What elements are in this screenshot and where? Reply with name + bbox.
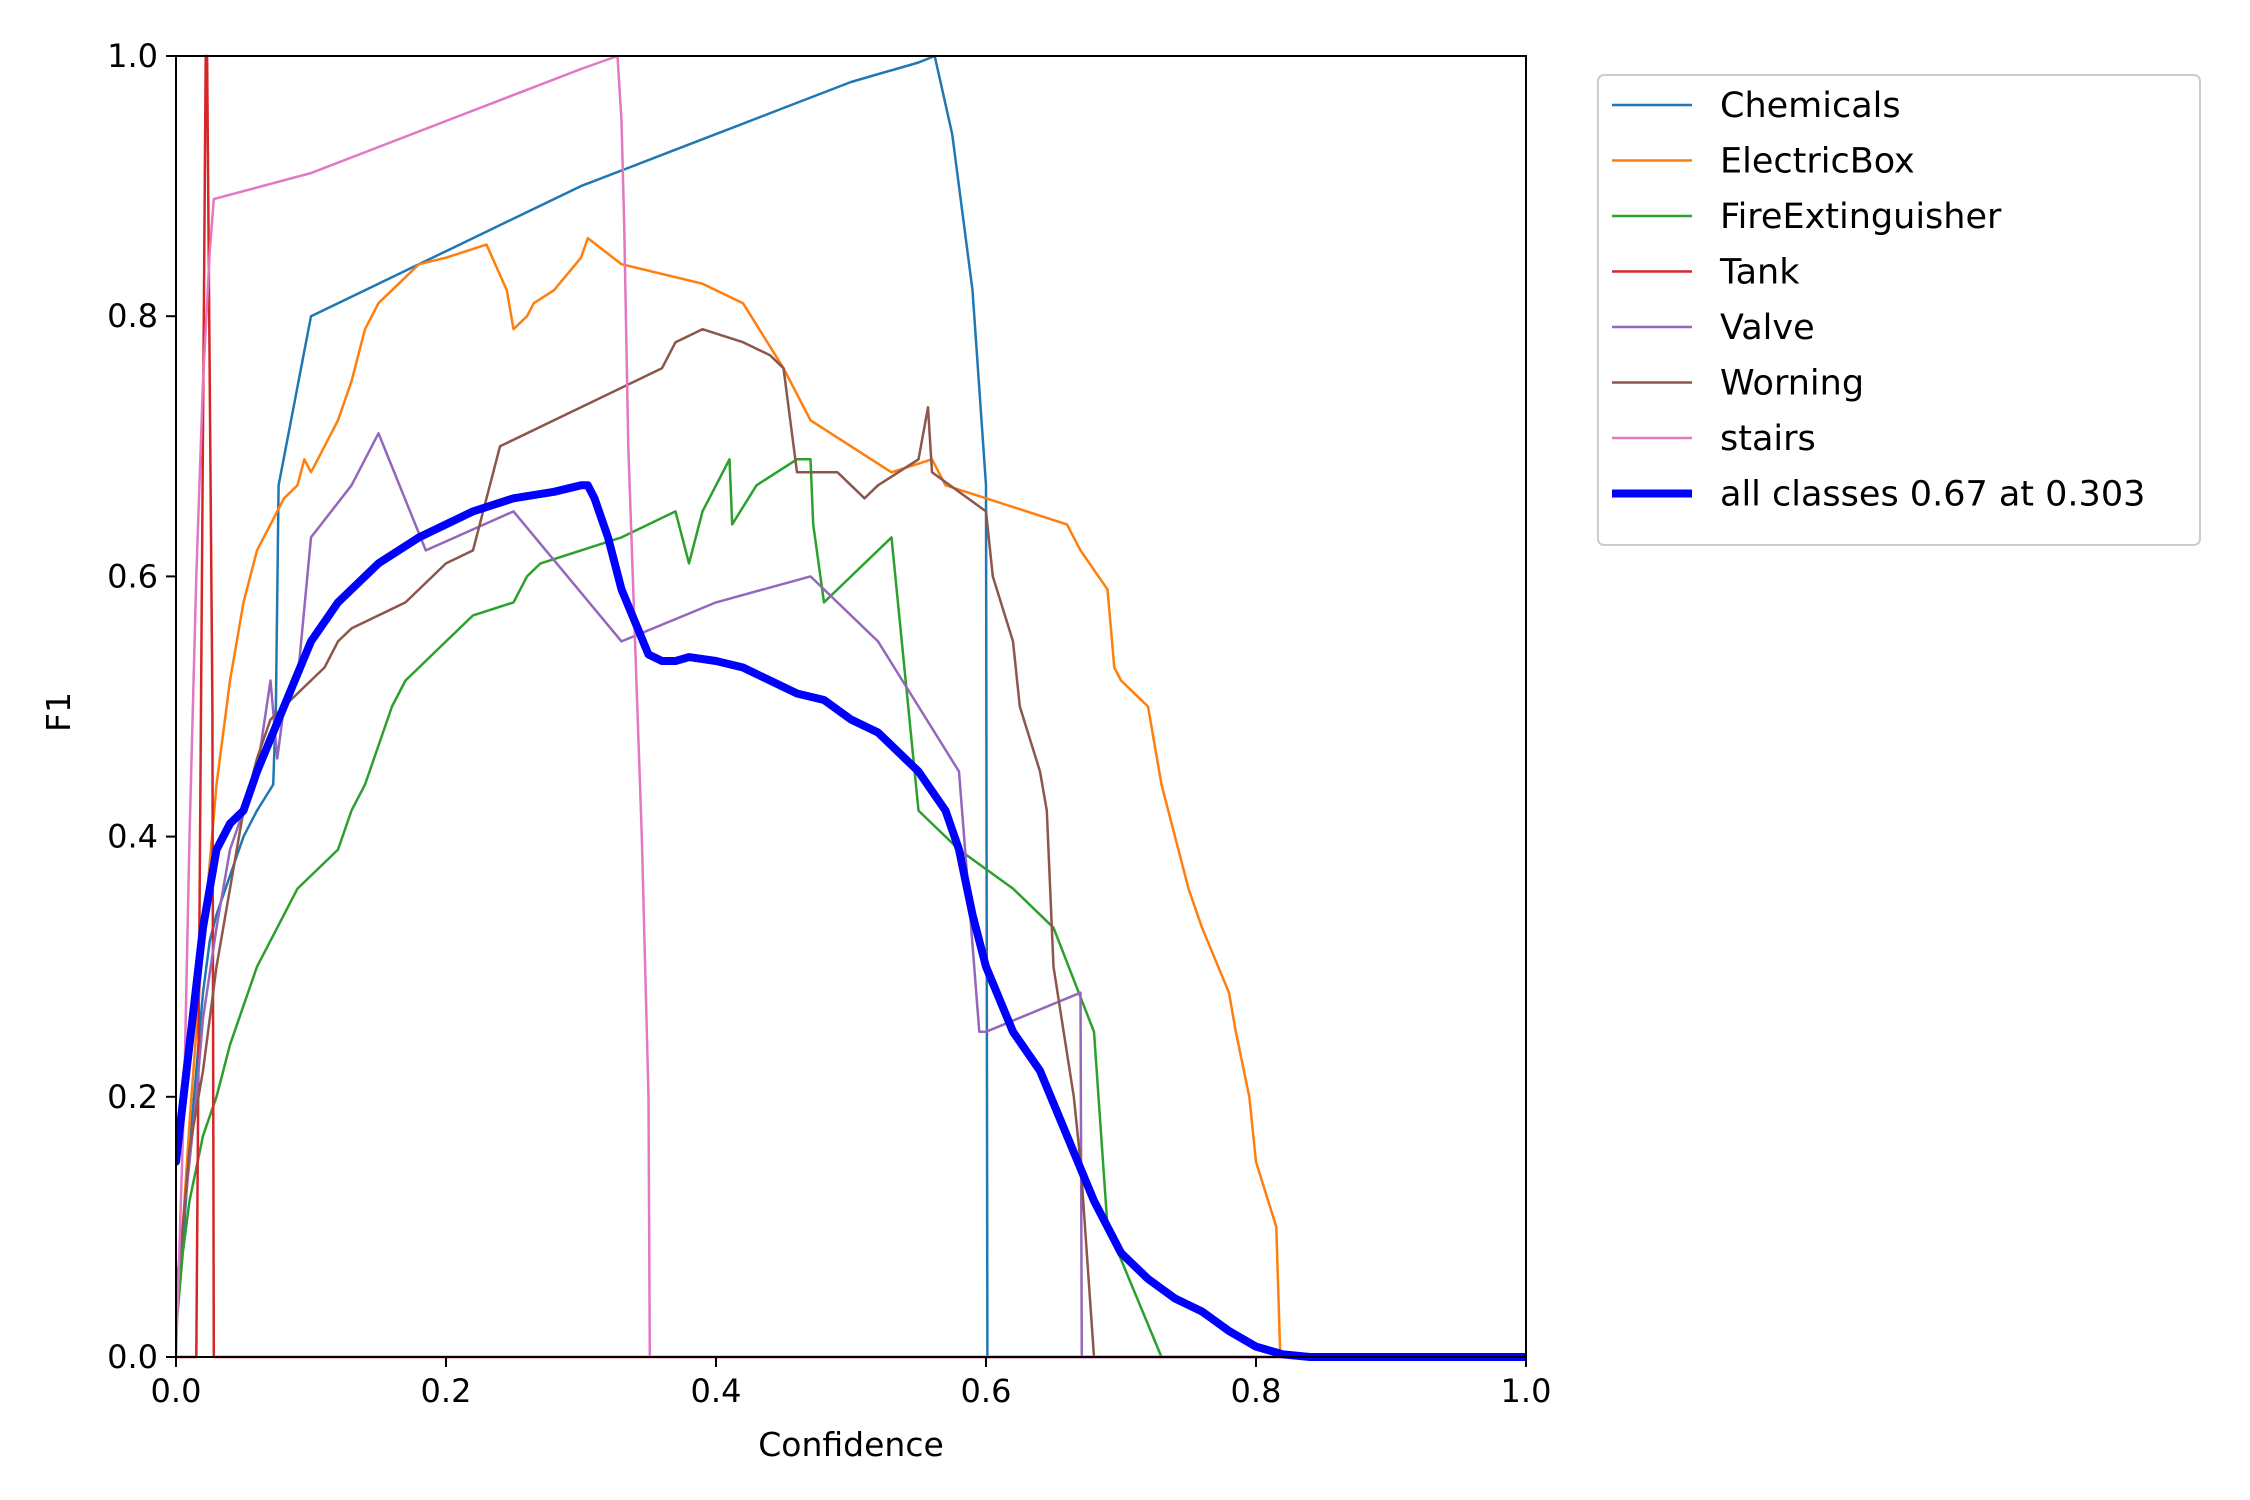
x-tick-label: 1.0 [1501,1372,1552,1410]
legend-label: all classes 0.67 at 0.303 [1720,475,2145,515]
legend-box [1597,74,2201,546]
legend-label: ElectricBox [1720,142,1915,182]
x-tick-label: 0.0 [151,1372,202,1410]
legend-label: Worning [1720,364,1864,404]
series-line-stairs [176,54,1526,1359]
series-line-fireextinguisher [176,458,1526,1359]
legend: Chemicals ElectricBox FireExtinguisher Tank… [1597,74,2201,546]
y-tick-label: 0.6 [107,557,158,595]
x-tick-label: 0.8 [1231,1372,1282,1410]
series-line-all-classes-0-67-at-0-303 [176,481,1526,1361]
x-axis-label: Confidence [758,1425,944,1464]
legend-label: Tank [1719,253,1800,293]
legend-label: Valve [1720,308,1815,348]
axes-frame [175,55,1527,1358]
x-tick-label: 0.2 [421,1372,472,1410]
legend-label: Chemicals [1720,86,1901,126]
y-tick-label: 0.2 [107,1078,158,1116]
x-tick-label: 0.4 [691,1372,742,1410]
series-line-chemicals [176,54,1526,1359]
series-line-worning [176,327,1526,1359]
y-tick-label: 0.4 [107,818,158,856]
x-tick-label: 0.6 [961,1372,1012,1410]
y-tick-label: 1.0 [107,37,158,75]
series-line-electricbox [176,236,1526,1359]
legend-label: stairs [1720,419,1816,459]
axes: 0.0 0.2 0.4 0.6 0.8 1.0 0.0 0.2 0.4 0.6 0.8 1.0 [107,37,1551,1410]
y-axis-label: F1 [39,692,78,732]
legend-label: FireExtinguisher [1720,197,2002,237]
y-tick-label: 0.0 [107,1338,158,1376]
y-tick-label: 0.8 [107,297,158,335]
